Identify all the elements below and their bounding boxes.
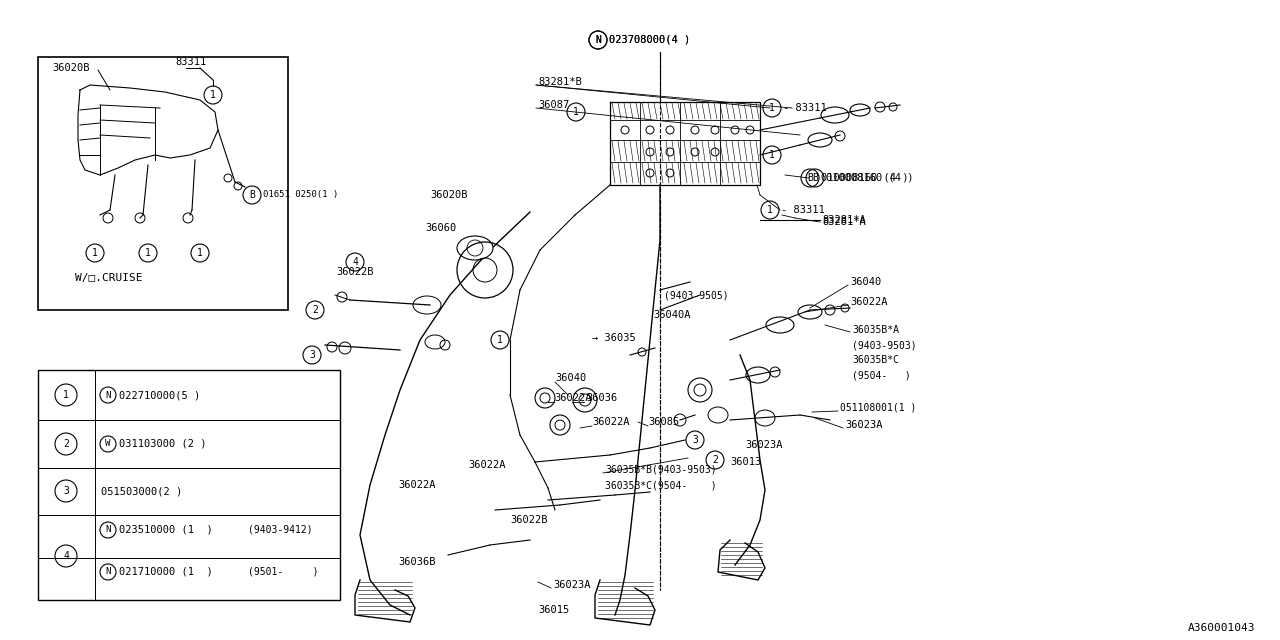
Text: N: N [595, 35, 600, 45]
Text: 1: 1 [210, 90, 216, 100]
Text: 3: 3 [63, 486, 69, 496]
Text: W: W [105, 440, 110, 449]
Text: 1: 1 [63, 390, 69, 400]
Text: 01651 0250(1 ): 01651 0250(1 ) [262, 191, 338, 200]
Text: W/□.CRUISE: W/□.CRUISE [76, 273, 142, 283]
Text: - 83311: - 83311 [783, 103, 827, 113]
Text: 36022B: 36022B [335, 267, 374, 277]
Text: A360001043: A360001043 [1188, 623, 1254, 633]
Text: (9403-9505): (9403-9505) [664, 290, 728, 300]
Text: 36035B*C(9504-    ): 36035B*C(9504- ) [605, 480, 717, 490]
Text: 36035B*A: 36035B*A [852, 325, 899, 335]
Text: 36023A: 36023A [553, 580, 590, 590]
Text: 4: 4 [352, 257, 358, 267]
Text: 1: 1 [769, 103, 774, 113]
Text: 1: 1 [197, 248, 204, 258]
Text: 36022A: 36022A [554, 393, 591, 403]
Text: 83281*B: 83281*B [538, 77, 581, 87]
Text: 023708000(4 ): 023708000(4 ) [609, 35, 690, 45]
Bar [38, 370, 340, 600]
Text: 031103000 (2 ): 031103000 (2 ) [119, 439, 206, 449]
Text: 36022A: 36022A [398, 480, 435, 490]
Text: 3: 3 [692, 435, 698, 445]
Text: 1: 1 [767, 205, 773, 215]
Text: 021710000 (1  ): 021710000 (1 ) [119, 567, 212, 577]
Text: 36040: 36040 [556, 373, 586, 383]
Text: 022710000(5 ): 022710000(5 ) [119, 390, 200, 400]
Text: N: N [105, 390, 110, 399]
Text: 4: 4 [63, 551, 69, 561]
Text: (9403-9412): (9403-9412) [248, 525, 312, 535]
Text: 051503000(2 ): 051503000(2 ) [101, 486, 182, 496]
Text: 36036: 36036 [586, 393, 617, 403]
Text: 36087: 36087 [538, 100, 570, 110]
Text: 36040A: 36040A [653, 310, 690, 320]
Text: N: N [595, 35, 600, 45]
Text: 1: 1 [92, 248, 99, 258]
Text: 83281*A: 83281*A [822, 215, 865, 225]
Text: N: N [105, 568, 110, 577]
Text: 051108001(1 ): 051108001(1 ) [840, 403, 916, 413]
Text: 36035B*C: 36035B*C [852, 355, 899, 365]
Bar [38, 57, 288, 310]
Text: 36013: 36013 [730, 457, 762, 467]
Text: 023708000(4 ): 023708000(4 ) [609, 35, 690, 45]
Text: 36022A: 36022A [468, 460, 506, 470]
Text: 36040: 36040 [850, 277, 881, 287]
Text: 36015: 36015 [538, 605, 570, 615]
Text: - 83311: - 83311 [781, 205, 824, 215]
Text: N: N [105, 525, 110, 534]
Text: 36020B: 36020B [52, 63, 90, 73]
Text: 36020B: 36020B [430, 190, 467, 200]
Text: B: B [250, 190, 255, 200]
Text: 36022A: 36022A [850, 297, 887, 307]
Text: 83281*A: 83281*A [822, 217, 865, 227]
Text: 010008160 (4 ): 010008160 (4 ) [826, 173, 914, 183]
Text: 36023A: 36023A [745, 440, 782, 450]
Text: 2: 2 [63, 439, 69, 449]
Text: 36022A: 36022A [591, 417, 630, 427]
Text: B: B [808, 173, 813, 183]
Text: → 36035: → 36035 [591, 333, 636, 343]
Text: (9403-9503): (9403-9503) [852, 340, 916, 350]
Text: 36036B: 36036B [398, 557, 435, 567]
Ellipse shape [457, 236, 493, 260]
Text: B: B [812, 173, 818, 183]
Text: 1: 1 [497, 335, 503, 345]
Text: 1: 1 [769, 150, 774, 160]
Text: 36035B*B(9403-9503): 36035B*B(9403-9503) [605, 465, 717, 475]
Text: (9504-   ): (9504- ) [852, 370, 911, 380]
Text: (9501-     ): (9501- ) [248, 567, 319, 577]
Text: 1: 1 [145, 248, 151, 258]
Text: 36023A: 36023A [845, 420, 882, 430]
Text: 36060: 36060 [425, 223, 456, 233]
Text: 2: 2 [312, 305, 317, 315]
Text: 023510000 (1  ): 023510000 (1 ) [119, 525, 212, 535]
Text: 83311: 83311 [175, 57, 206, 67]
Text: 010008160 (4 ): 010008160 (4 ) [820, 173, 909, 183]
Text: 3: 3 [308, 350, 315, 360]
Text: 36085: 36085 [648, 417, 680, 427]
Text: 2: 2 [712, 455, 718, 465]
Text: 1: 1 [573, 107, 579, 117]
Text: 36022B: 36022B [509, 515, 548, 525]
